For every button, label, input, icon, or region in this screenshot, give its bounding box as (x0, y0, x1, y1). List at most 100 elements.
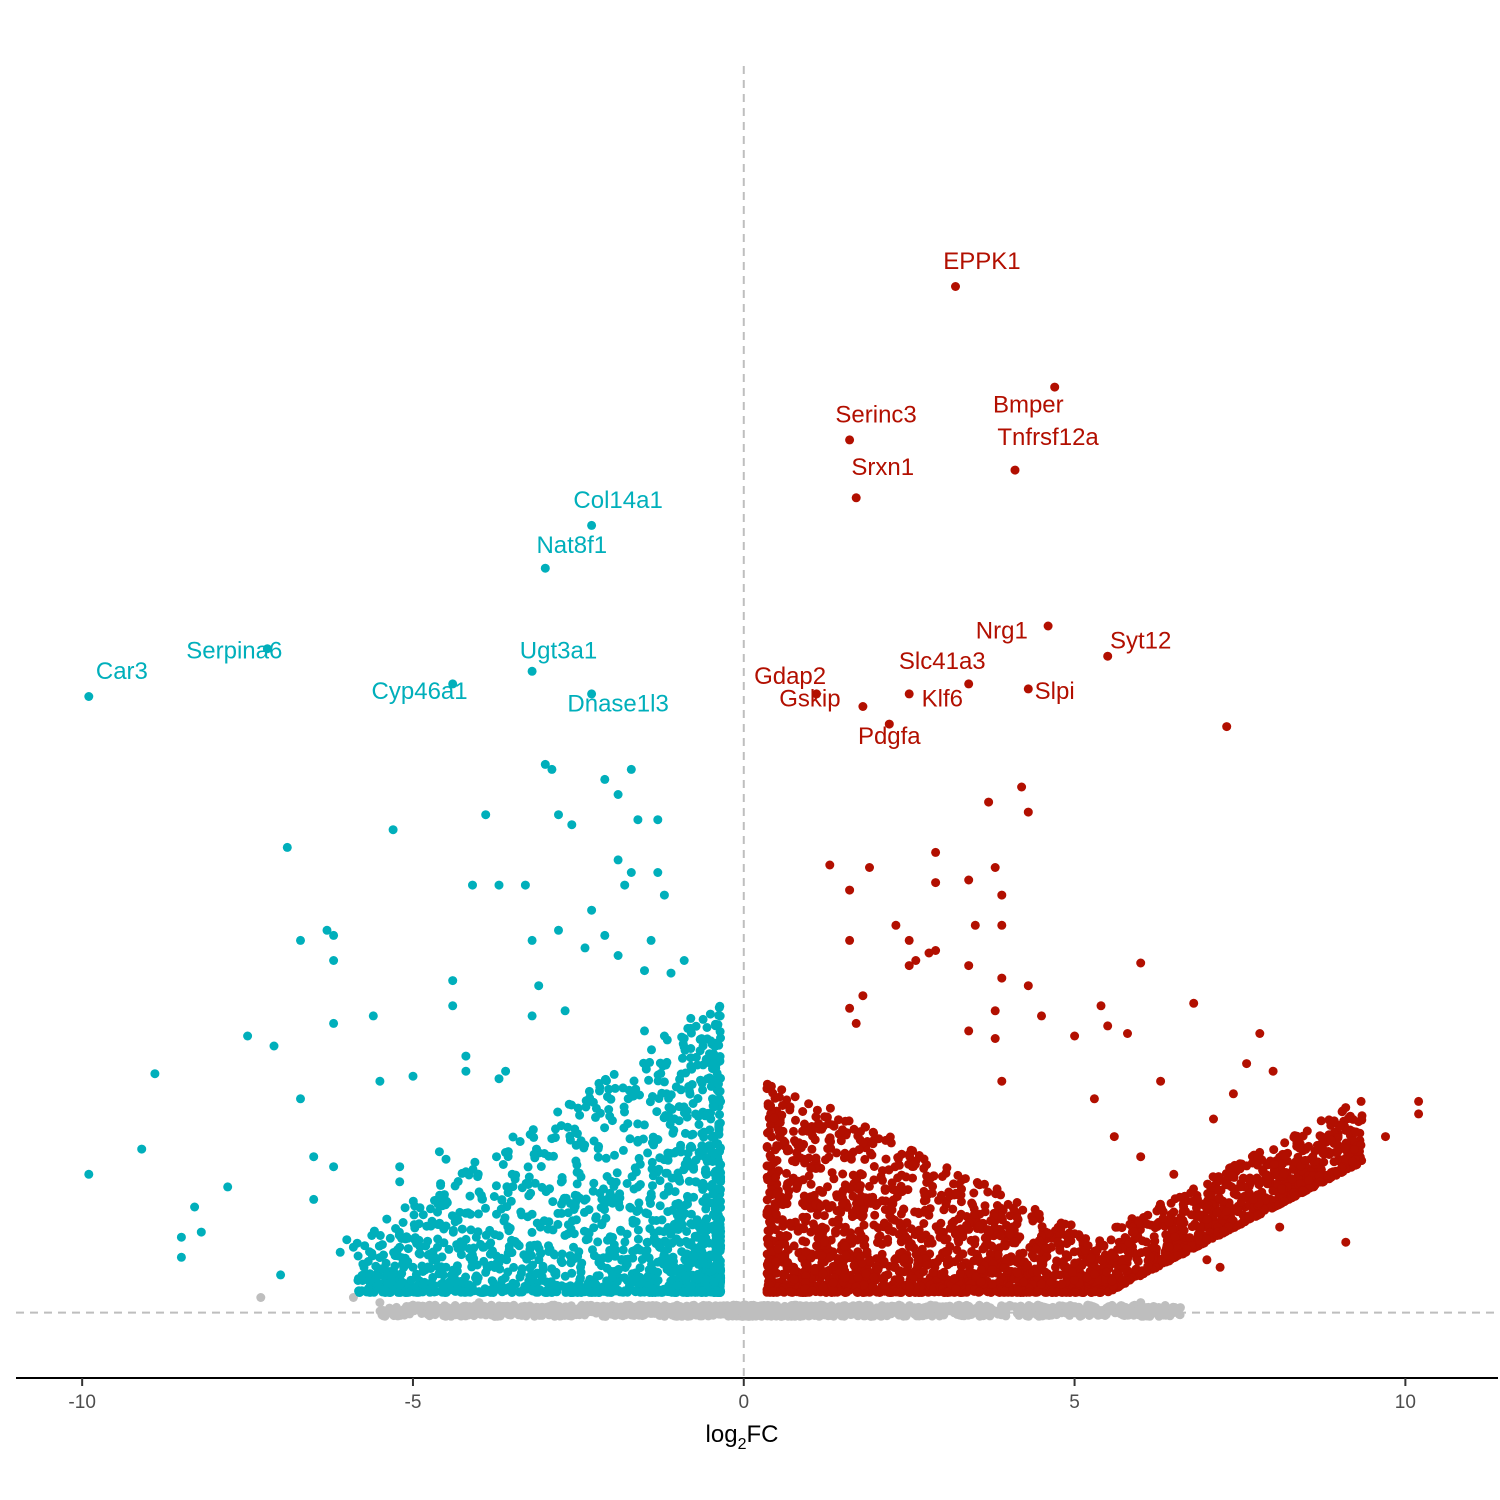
down-point (544, 1151, 554, 1161)
up-point (1185, 1233, 1195, 1243)
up-point (801, 1216, 810, 1226)
ns-point (760, 1309, 770, 1319)
down-point (394, 1230, 404, 1240)
down-point (567, 1216, 577, 1226)
ns-point (348, 1293, 358, 1302)
ns-point (772, 1302, 782, 1311)
down-point (404, 1287, 414, 1297)
down-point (547, 1264, 557, 1274)
down-point (633, 1234, 643, 1244)
down-point (698, 1197, 708, 1206)
down-point (635, 1180, 645, 1189)
down-point (647, 1045, 656, 1055)
down-point (697, 1141, 707, 1151)
down-point (676, 1218, 686, 1228)
up-point (969, 1209, 979, 1219)
down-point (659, 1155, 669, 1165)
up-point (818, 1269, 828, 1279)
up-point (814, 1118, 823, 1128)
ns-point (1055, 1301, 1064, 1311)
up-point (974, 1221, 984, 1231)
down-point (514, 1241, 524, 1251)
up-point (1287, 1174, 1297, 1184)
up-point (897, 1149, 907, 1159)
ns-point (1175, 1303, 1185, 1313)
up-point (1269, 1145, 1279, 1155)
down-point (631, 1084, 641, 1094)
up-point (775, 1129, 785, 1139)
down-point (655, 1176, 665, 1186)
down-point (471, 1232, 481, 1242)
down-point (644, 1075, 654, 1085)
down-point (557, 1176, 567, 1186)
ns-point (818, 1300, 828, 1310)
down-point (595, 1086, 604, 1096)
up-point (869, 1162, 879, 1171)
down-point (481, 1203, 490, 1213)
down-point (714, 1164, 724, 1174)
down-point (499, 1216, 509, 1226)
down-point (591, 1287, 601, 1297)
up-point (871, 1201, 881, 1210)
ns-point (408, 1300, 418, 1310)
down-point (652, 1107, 662, 1117)
down-point (641, 1064, 651, 1074)
down-point (612, 1168, 622, 1178)
down-point (697, 1286, 707, 1296)
down-point (418, 1279, 428, 1289)
ns-point (987, 1304, 997, 1314)
ns-point (1155, 1306, 1164, 1316)
up-point (1059, 1287, 1069, 1297)
down-point (714, 1003, 724, 1013)
up-point (1133, 1256, 1143, 1266)
down-point (466, 1209, 475, 1219)
ns-point (667, 1307, 677, 1317)
up-point (868, 1281, 878, 1291)
ns-point (859, 1304, 869, 1314)
down-point (709, 1288, 719, 1297)
up-point (782, 1168, 791, 1178)
down-point (713, 1139, 723, 1149)
down-point (669, 1125, 679, 1135)
down-point (678, 1053, 687, 1063)
ns-point (1134, 1310, 1143, 1320)
down-point (385, 1233, 395, 1243)
ns-point (1024, 1301, 1034, 1310)
down-point (545, 1244, 555, 1254)
down-point (516, 1207, 526, 1217)
down-point (353, 1251, 363, 1261)
down-point (583, 1228, 593, 1237)
down-point (565, 1135, 575, 1145)
down-point (363, 1287, 373, 1297)
ns-point (474, 1298, 484, 1308)
up-point (763, 1239, 773, 1249)
up-point (778, 1101, 787, 1110)
ns-point (445, 1307, 455, 1317)
down-point (456, 1287, 466, 1297)
down-point (557, 1249, 567, 1259)
down-point (618, 1287, 628, 1297)
down-point (589, 1136, 599, 1146)
up-point (772, 1268, 782, 1278)
down-point (605, 1232, 615, 1242)
ns-point (627, 1309, 637, 1319)
up-point (864, 1181, 874, 1191)
down-point (369, 1226, 379, 1236)
down-point (536, 1162, 546, 1171)
down-point (548, 1225, 558, 1235)
ns-point (837, 1306, 846, 1316)
down-point (583, 1279, 593, 1289)
down-point (409, 1210, 419, 1220)
down-point (355, 1287, 365, 1297)
down-point (528, 1275, 538, 1285)
down-point (529, 1286, 539, 1296)
down-point (641, 1208, 651, 1218)
down-point (700, 1111, 710, 1121)
down-point (559, 1193, 569, 1203)
up-point (903, 1185, 913, 1195)
down-point (691, 1052, 701, 1062)
down-point (496, 1204, 506, 1214)
ns-point (1146, 1303, 1156, 1313)
ns-point (759, 1301, 769, 1310)
down-point (464, 1280, 474, 1290)
